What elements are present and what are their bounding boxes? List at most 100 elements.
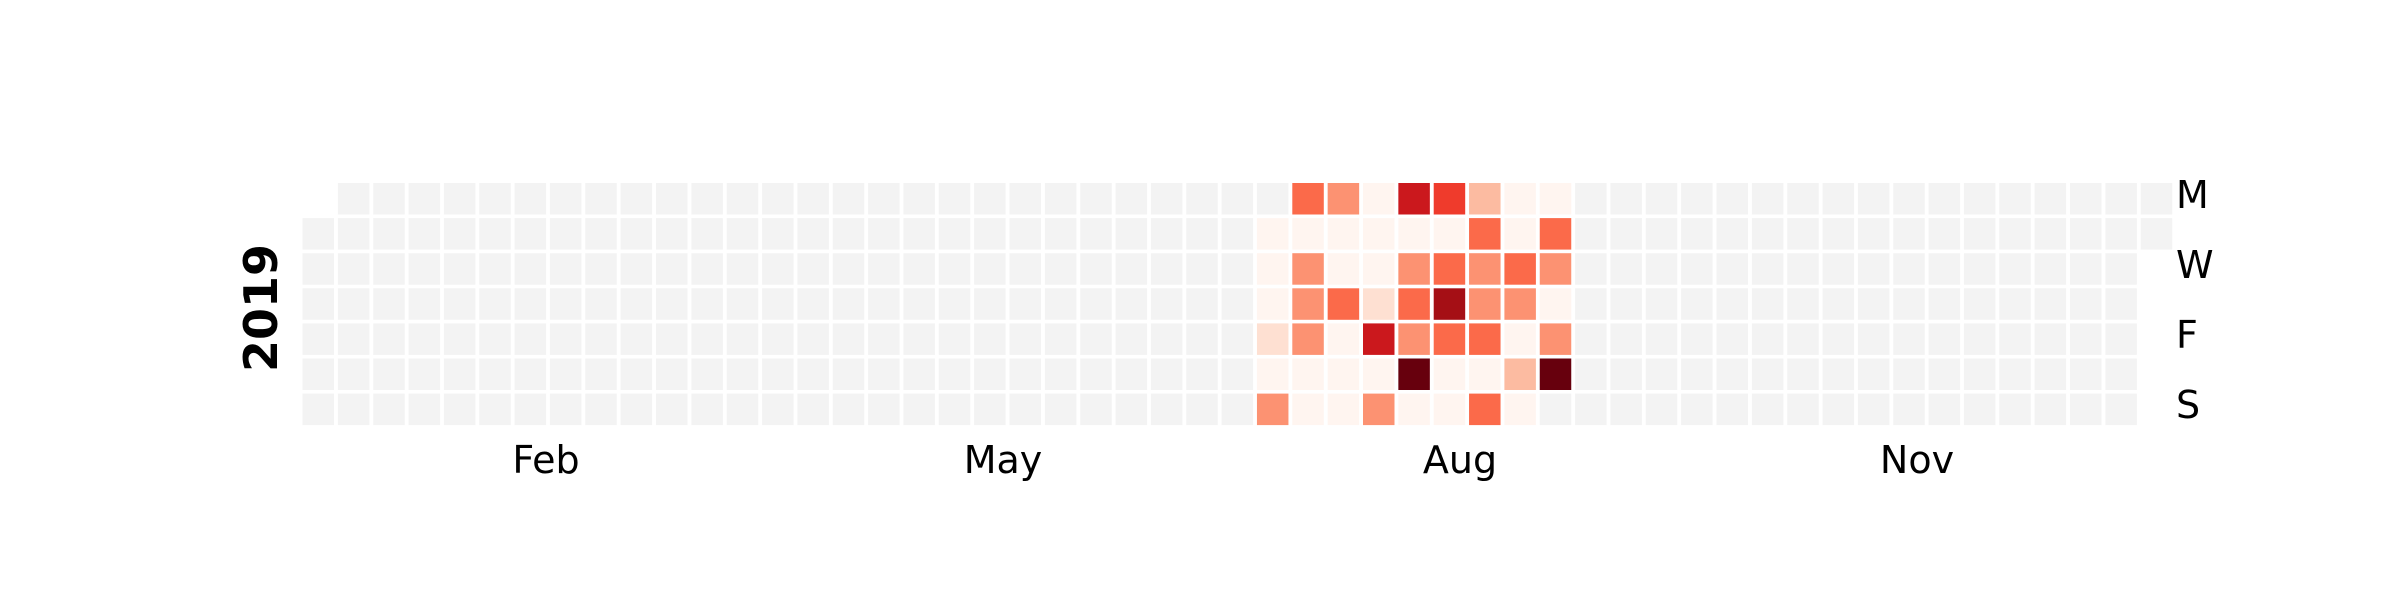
heatmap-cell <box>1363 253 1395 285</box>
heatmap-cell <box>974 358 1006 390</box>
heatmap-cell <box>585 358 617 390</box>
heatmap-cell <box>2105 183 2137 215</box>
heatmap-cell <box>1822 288 1855 320</box>
heatmap-cell <box>1575 218 1607 250</box>
heatmap-cell <box>1539 288 1572 320</box>
heatmap-cell <box>868 358 900 390</box>
heatmap-cell <box>1681 253 1713 285</box>
heatmap-cell <box>726 323 759 355</box>
day-label: M <box>2176 173 2209 217</box>
heatmap-cell <box>1433 323 1466 355</box>
heatmap-cell <box>1645 358 1678 390</box>
heatmap-cell <box>514 358 547 390</box>
heatmap-cell <box>1893 218 1925 250</box>
heatmap-cell <box>797 253 829 285</box>
heatmap-cell <box>408 393 441 426</box>
heatmap-cell <box>1256 253 1289 285</box>
heatmap-cell <box>1044 218 1077 250</box>
heatmap-cell <box>1115 288 1148 320</box>
heatmap-cell <box>373 323 405 355</box>
heatmap-cell <box>443 323 476 355</box>
heatmap-cell <box>549 393 582 426</box>
heatmap-cell <box>656 288 688 320</box>
heatmap-cell <box>1186 358 1218 390</box>
heatmap-cell <box>1787 393 1819 426</box>
heatmap-cell <box>373 218 405 250</box>
heatmap-cell <box>408 358 441 390</box>
heatmap-cell <box>1398 253 1430 285</box>
heatmap-cell <box>1645 183 1678 215</box>
heatmap-cell <box>1009 288 1041 320</box>
heatmap-cell <box>1999 393 2031 426</box>
heatmap-cell <box>1363 323 1395 355</box>
heatmap-cell <box>479 253 511 285</box>
heatmap-cell <box>1115 358 1148 390</box>
heatmap-cell <box>1044 253 1077 285</box>
year-label: 2019 <box>234 244 288 372</box>
heatmap-cell <box>762 288 794 320</box>
heatmap-cell <box>302 358 334 390</box>
heatmap-cell <box>373 393 405 426</box>
heatmap-cell <box>479 393 511 426</box>
heatmap-cell <box>1504 358 1536 390</box>
heatmap-cell <box>1928 183 1961 215</box>
heatmap-cell <box>1221 323 1254 355</box>
heatmap-cell <box>620 253 653 285</box>
heatmap-cell <box>1539 323 1572 355</box>
heatmap-cell <box>1327 323 1360 355</box>
heatmap-cell <box>1539 253 1572 285</box>
heatmap-cell <box>1433 183 1466 215</box>
heatmap-cell <box>479 183 511 215</box>
heatmap-cell <box>726 358 759 390</box>
heatmap-cell <box>479 358 511 390</box>
heatmap-cell <box>656 183 688 215</box>
heatmap-cell <box>1115 218 1148 250</box>
heatmap-cell <box>302 218 334 250</box>
heatmap-cell <box>1787 183 1819 215</box>
heatmap-cell <box>2034 393 2067 426</box>
heatmap-cell <box>1186 253 1218 285</box>
heatmap-cell <box>1115 393 1148 426</box>
heatmap-cell <box>1539 218 1572 250</box>
heatmap-cell <box>443 218 476 250</box>
heatmap-cell <box>1999 218 2031 250</box>
heatmap-cell <box>1150 183 1183 215</box>
heatmap-cell <box>726 218 759 250</box>
heatmap-cell <box>797 323 829 355</box>
heatmap-cell <box>691 288 723 320</box>
heatmap-cell <box>620 183 653 215</box>
heatmap-cell <box>1963 183 1996 215</box>
heatmap-cell <box>1716 323 1748 355</box>
heatmap-cell <box>1080 393 1112 426</box>
heatmap-cell <box>1115 253 1148 285</box>
heatmap-cell <box>1822 358 1855 390</box>
heatmap-cell <box>797 393 829 426</box>
heatmap-cell <box>1999 358 2031 390</box>
heatmap-cell <box>337 393 370 426</box>
heatmap-cell <box>2105 393 2137 426</box>
heatmap-cell <box>1433 288 1466 320</box>
heatmap-cell <box>1716 218 1748 250</box>
heatmap-cell <box>1610 253 1642 285</box>
heatmap-cell <box>514 393 547 426</box>
heatmap-cell <box>1221 183 1254 215</box>
heatmap-cell <box>479 323 511 355</box>
heatmap-cell <box>1150 323 1183 355</box>
heatmap-cell <box>1681 393 1713 426</box>
heatmap-cell <box>2070 218 2102 250</box>
heatmap-cell <box>337 253 370 285</box>
heatmap-cell <box>1928 218 1961 250</box>
heatmap-cell <box>1751 323 1784 355</box>
heatmap-cell <box>1575 323 1607 355</box>
heatmap-cell <box>1681 358 1713 390</box>
heatmap-cell <box>1539 393 1572 426</box>
heatmap-cell <box>726 253 759 285</box>
heatmap-cell <box>1469 393 1501 426</box>
heatmap-cell <box>373 288 405 320</box>
heatmap-cell <box>832 393 865 426</box>
heatmap-cell <box>691 323 723 355</box>
heatmap-cell <box>1610 393 1642 426</box>
heatmap-cell <box>974 393 1006 426</box>
heatmap-cell <box>1186 218 1218 250</box>
heatmap-cell <box>1610 218 1642 250</box>
